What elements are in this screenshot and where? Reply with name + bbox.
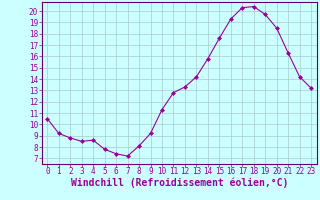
X-axis label: Windchill (Refroidissement éolien,°C): Windchill (Refroidissement éolien,°C) [70,178,288,188]
